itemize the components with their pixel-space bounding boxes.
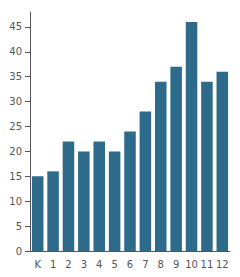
svg-text:40: 40	[9, 46, 22, 57]
svg-text:3: 3	[81, 259, 87, 270]
svg-text:45: 45	[9, 21, 22, 32]
svg-text:12: 12	[216, 259, 229, 270]
svg-text:1: 1	[50, 259, 56, 270]
svg-text:4: 4	[96, 259, 102, 270]
svg-text:10: 10	[9, 196, 22, 207]
svg-text:0: 0	[16, 246, 22, 257]
svg-text:2: 2	[65, 259, 71, 270]
svg-text:5: 5	[16, 221, 22, 232]
svg-text:5: 5	[111, 259, 117, 270]
svg-text:8: 8	[158, 259, 164, 270]
svg-text:K: K	[34, 259, 41, 270]
svg-text:25: 25	[9, 121, 22, 132]
svg-text:20: 20	[9, 146, 22, 157]
svg-text:6: 6	[127, 259, 133, 270]
svg-text:35: 35	[9, 71, 22, 82]
svg-text:11: 11	[201, 259, 214, 270]
svg-text:7: 7	[142, 259, 148, 270]
svg-text:30: 30	[9, 96, 22, 107]
svg-text:9: 9	[173, 259, 179, 270]
svg-text:15: 15	[9, 171, 22, 182]
svg-text:10: 10	[185, 259, 198, 270]
